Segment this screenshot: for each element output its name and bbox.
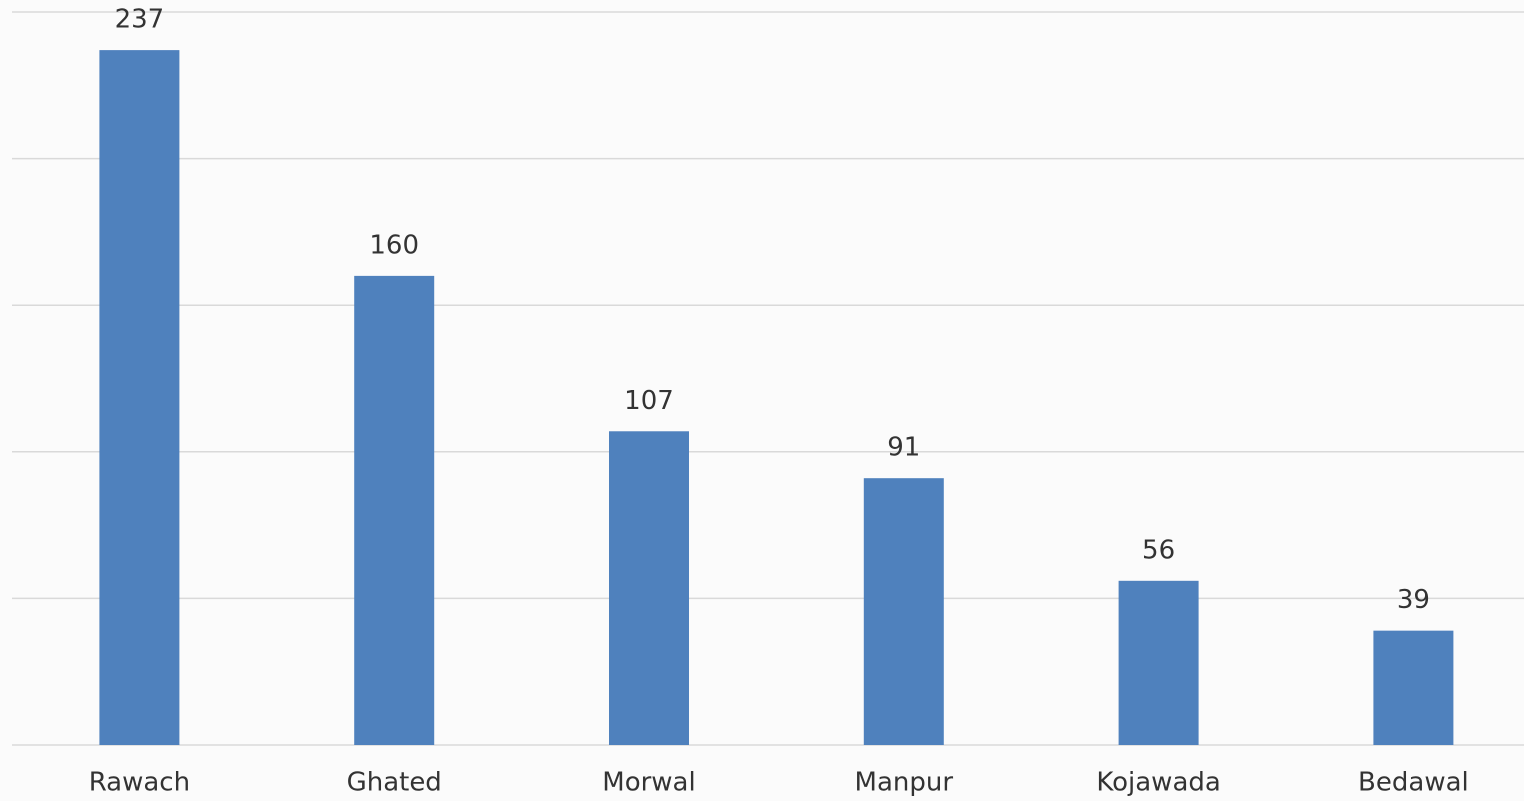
x-tick-label: Manpur bbox=[855, 768, 954, 798]
x-tick-label: Kojawada bbox=[1096, 768, 1220, 798]
data-label: 56 bbox=[1142, 535, 1175, 565]
x-tick-label: Morwal bbox=[602, 768, 695, 798]
bar bbox=[609, 431, 689, 745]
bar bbox=[99, 50, 180, 745]
data-label: 39 bbox=[1397, 585, 1430, 615]
x-tick-label: Bedawal bbox=[1358, 768, 1469, 798]
x-tick-label: Rawach bbox=[89, 768, 190, 798]
x-tick-label: Ghated bbox=[347, 768, 442, 798]
data-label: 107 bbox=[624, 386, 674, 416]
bar bbox=[1118, 580, 1199, 745]
data-label: 237 bbox=[115, 5, 165, 35]
bar bbox=[354, 275, 435, 745]
data-label: 91 bbox=[887, 433, 920, 463]
data-label: 160 bbox=[369, 230, 419, 260]
bar bbox=[863, 478, 944, 745]
bar bbox=[1373, 630, 1454, 745]
